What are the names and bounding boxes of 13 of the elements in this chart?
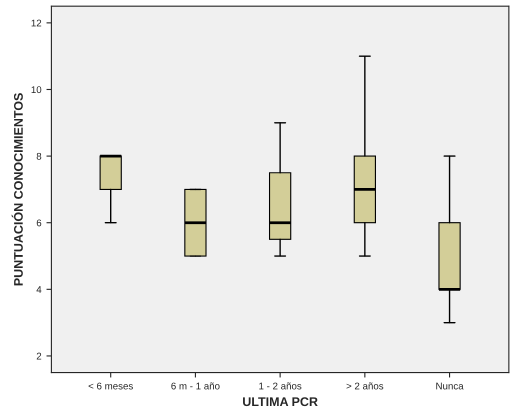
y-tick-label: 10 <box>32 86 42 94</box>
x-tick-label: > 2 años <box>346 382 384 390</box>
y-tick-label: 8 <box>36 152 42 160</box>
x-tick-label: Nunca <box>436 382 464 390</box>
x-tick-label: 1 - 2 años <box>259 382 302 390</box>
x-axis-title: ULTIMA PCR <box>243 397 318 406</box>
x-tick-label: < 6 meses <box>88 382 133 390</box>
y-tick-label: 6 <box>36 219 42 226</box>
x-tick-label: 6 m - 1 año <box>171 382 220 390</box>
y-tick-label: 4 <box>36 286 42 293</box>
y-tick-label: 12 <box>32 20 42 26</box>
y-tick-label: 2 <box>36 352 42 360</box>
y-axis-title: PUNTUACIÓN CONOCIMIENTOS <box>12 93 23 286</box>
